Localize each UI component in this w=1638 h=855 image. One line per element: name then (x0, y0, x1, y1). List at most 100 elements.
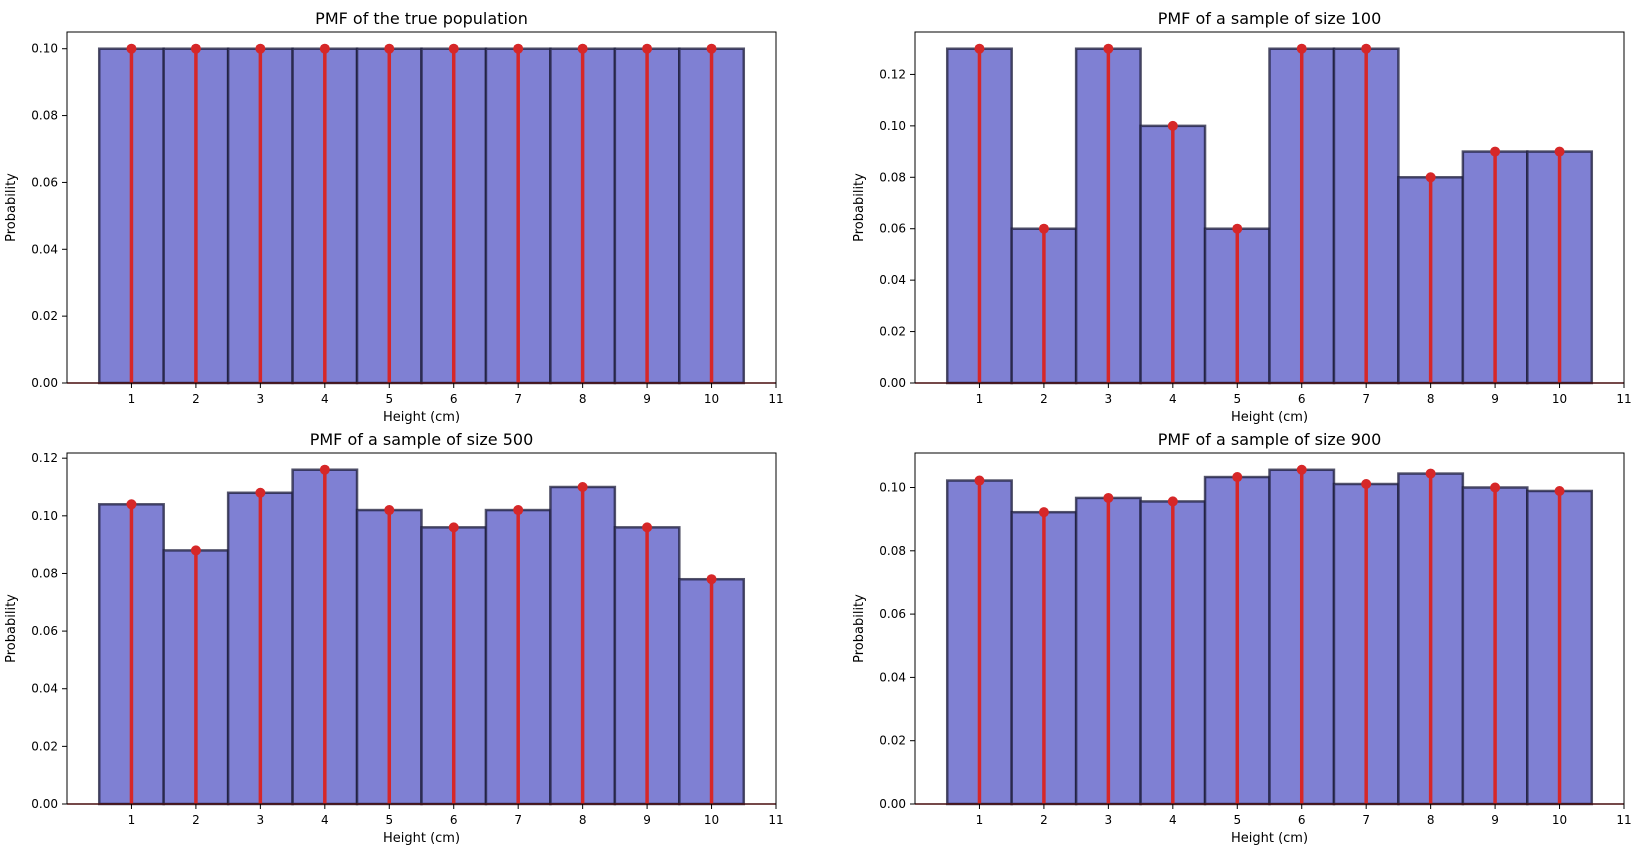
stem-marker (1103, 492, 1114, 503)
stem-marker (1554, 485, 1565, 496)
axes-frame (66, 31, 777, 384)
y-tick-label: 0.00 (31, 376, 58, 390)
x-tick-label: 6 (450, 392, 458, 406)
stem-marker (577, 43, 588, 54)
stem-marker (706, 43, 717, 54)
stem-marker (1232, 223, 1243, 234)
y-tick-label: 0.06 (31, 624, 58, 638)
x-tick-label: 9 (643, 392, 651, 406)
stem-marker (642, 522, 653, 533)
stem-marker (1554, 146, 1565, 157)
y-tick-label: 0.00 (879, 797, 906, 811)
axes-frame (914, 31, 1625, 384)
x-tick-label: 1 (128, 813, 136, 827)
y-tick-label: 0.12 (31, 451, 58, 465)
y-axis-label: Probability (4, 173, 19, 242)
stem-marker (1232, 472, 1243, 483)
y-tick-label: 0.08 (879, 544, 906, 558)
y-tick-label: 0.02 (31, 739, 58, 753)
y-tick-label: 0.04 (31, 242, 58, 256)
x-tick-label: 3 (1105, 813, 1113, 827)
x-axis-label: Height (cm) (383, 410, 460, 425)
y-tick-label: 0.12 (879, 67, 906, 81)
chart-1: 1 2 3 4 5 6 7 8 9 10 11 0.00 0.02 0.04 0.06 0.08 0.10 PMF… (4, 9, 784, 425)
x-axis-label: Height (cm) (383, 831, 460, 846)
y-tick-label: 0.04 (879, 273, 906, 287)
y-tick-label: 0.06 (879, 607, 906, 621)
stem-marker (1103, 43, 1114, 54)
stem-marker (126, 499, 137, 510)
stem-marker (1038, 223, 1049, 234)
x-tick-label: 9 (643, 813, 651, 827)
x-tick-label: 11 (768, 813, 783, 827)
y-tick-label: 0.02 (879, 325, 906, 339)
x-tick-label: 1 (976, 813, 984, 827)
y-tick-label: 0.00 (879, 376, 906, 390)
x-tick-label: 11 (1616, 392, 1631, 406)
stem-marker (126, 43, 137, 54)
stem-marker (384, 505, 395, 516)
x-tick-label: 11 (768, 392, 783, 406)
stem-marker (448, 43, 459, 54)
stem-marker (384, 43, 395, 54)
x-axis-label: Height (cm) (1231, 410, 1308, 425)
y-tick-label: 0.06 (879, 222, 906, 236)
y-axis-label: Probability (852, 594, 867, 663)
x-tick-label: 7 (514, 813, 522, 827)
y-tick-label: 0.02 (879, 734, 906, 748)
stem-marker (1490, 146, 1501, 157)
chart-title: PMF of the true population (315, 9, 528, 28)
y-tick-label: 0.06 (31, 175, 58, 189)
x-tick-label: 10 (1552, 392, 1567, 406)
x-tick-label: 11 (1616, 813, 1631, 827)
x-tick-label: 9 (1491, 813, 1499, 827)
axes-frame (66, 452, 777, 805)
y-axis-label: Probability (4, 594, 19, 663)
stem-marker (513, 43, 524, 54)
y-tick-label: 0.10 (31, 42, 58, 56)
y-tick-label: 0.08 (879, 170, 906, 184)
chart-title: PMF of a sample of size 500 (310, 430, 534, 449)
y-tick-label: 0.10 (879, 119, 906, 133)
x-tick-label: 9 (1491, 392, 1499, 406)
x-tick-label: 2 (192, 813, 200, 827)
x-tick-label: 4 (321, 813, 329, 827)
y-tick-label: 0.02 (31, 309, 58, 323)
x-tick-label: 6 (1298, 392, 1306, 406)
chart-4: 1 2 3 4 5 6 7 8 9 10 11 0.00 0.02 0.04 0.06 0.08 0.10 PMF… (852, 430, 1632, 846)
x-tick-label: 6 (450, 813, 458, 827)
y-tick-label: 0.08 (31, 566, 58, 580)
y-tick-label: 0.08 (31, 109, 58, 123)
x-tick-label: 8 (1427, 813, 1435, 827)
y-tick-label: 0.10 (879, 480, 906, 494)
x-tick-label: 10 (704, 813, 719, 827)
stem-marker (319, 43, 330, 54)
x-tick-label: 4 (1169, 813, 1177, 827)
x-tick-label: 1 (976, 392, 984, 406)
x-tick-label: 3 (1105, 392, 1113, 406)
stem-marker (974, 475, 985, 486)
chart-3: 1 2 3 4 5 6 7 8 9 10 11 0.00 0.02 0.04 0.06 0.08 0.10 0.1… (4, 430, 784, 846)
stem-marker (448, 522, 459, 533)
stem-marker (1490, 482, 1501, 493)
stem-marker (1167, 496, 1178, 507)
x-tick-label: 5 (1233, 392, 1241, 406)
x-tick-label: 4 (1169, 392, 1177, 406)
stem-marker (513, 505, 524, 516)
y-tick-label: 0.00 (31, 797, 58, 811)
stem-marker (642, 43, 653, 54)
x-tick-label: 5 (385, 392, 393, 406)
stem-marker (190, 43, 201, 54)
x-tick-label: 2 (1040, 813, 1048, 827)
chart-title: PMF of a sample of size 100 (1158, 9, 1382, 28)
x-tick-label: 3 (257, 392, 265, 406)
stem-marker (1038, 507, 1049, 518)
x-tick-label: 8 (579, 813, 587, 827)
y-axis-label: Probability (852, 173, 867, 242)
stem-marker (255, 487, 266, 498)
x-tick-label: 3 (257, 813, 265, 827)
x-tick-label: 2 (192, 392, 200, 406)
x-tick-label: 5 (385, 813, 393, 827)
x-tick-label: 10 (1552, 813, 1567, 827)
stem-marker (1167, 120, 1178, 131)
